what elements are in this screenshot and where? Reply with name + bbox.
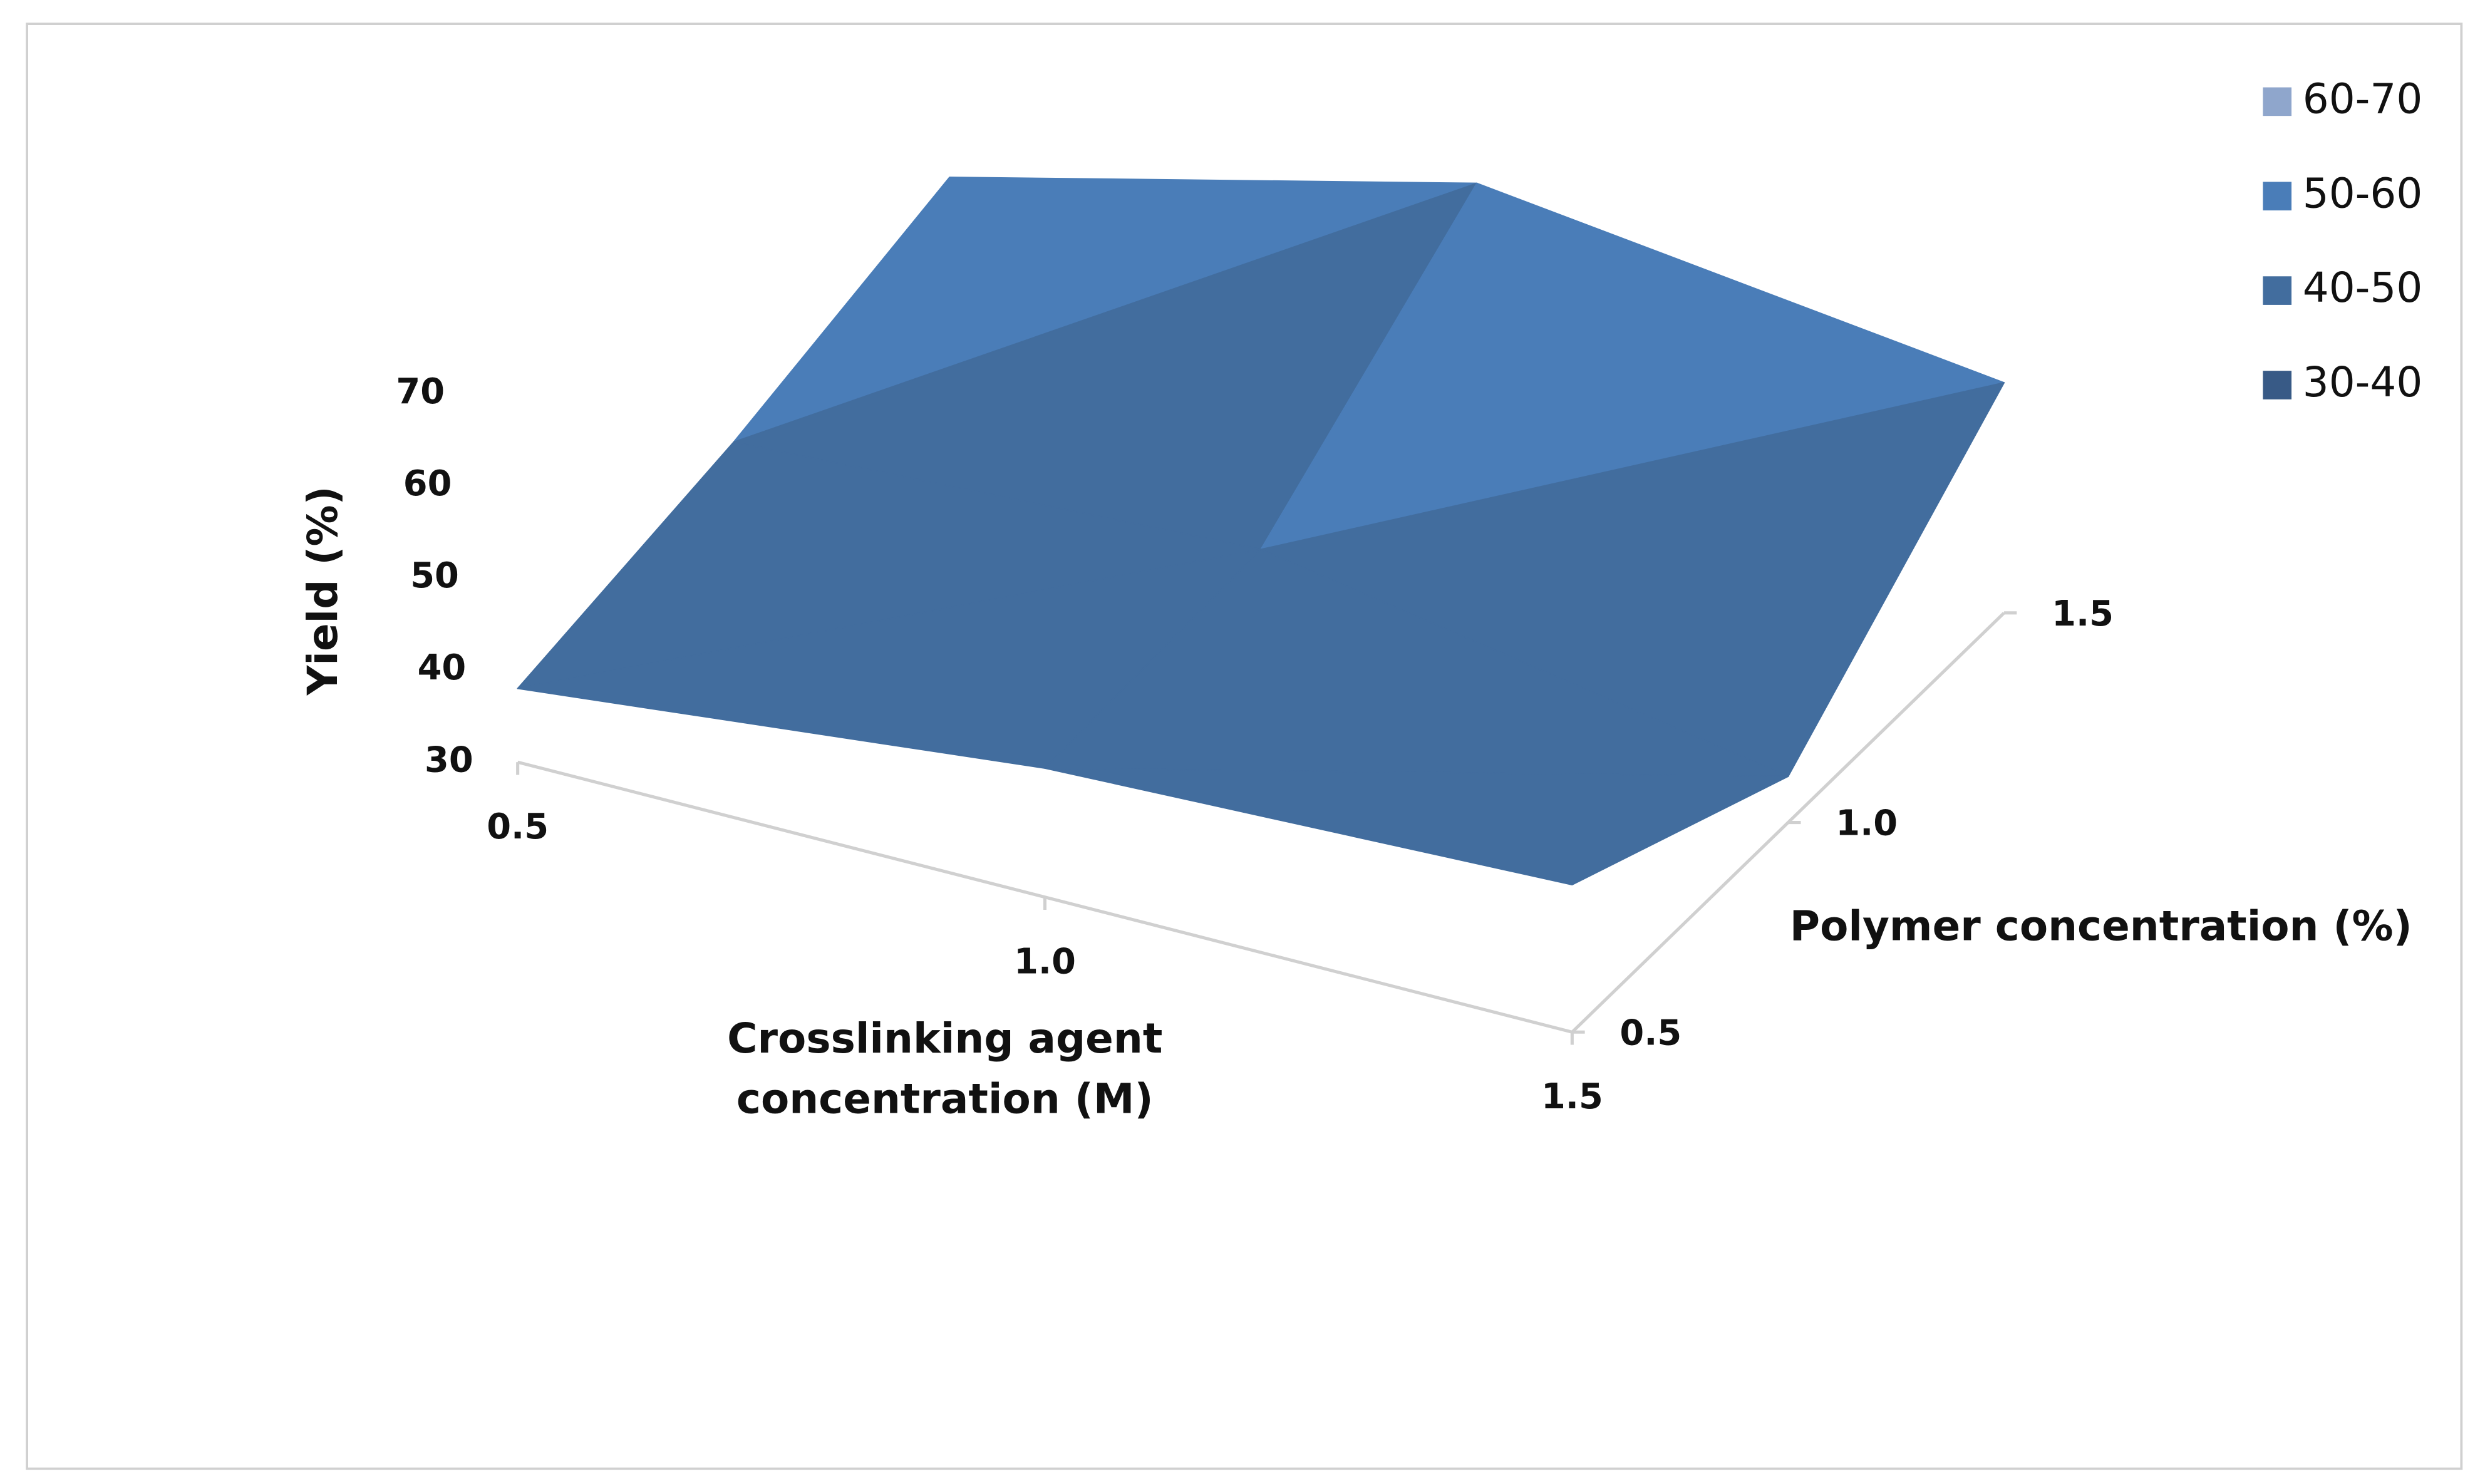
y-axis-title: Polymer concentration (%)	[1790, 902, 2412, 951]
x-tick-label: 1.5	[1541, 1076, 1603, 1117]
z-tick-label: 40	[418, 647, 467, 688]
legend-label: 30-40	[2303, 358, 2423, 406]
surface-facet	[1044, 767, 1789, 885]
legend-swatch	[2263, 182, 2292, 211]
x-axis-title: Crosslinking agent concentration (M)	[727, 1016, 1163, 1125]
z-axis-title: Yield (%)	[299, 486, 347, 696]
z-tick-label: 50	[410, 555, 459, 596]
x-tick-label: 0.5	[487, 806, 549, 847]
y-tick-label: 1.5	[2052, 594, 2114, 634]
legend-label: 60-70	[2303, 75, 2423, 123]
y-tick-label: 1.0	[1836, 803, 1898, 844]
legend-label: 50-60	[2303, 169, 2423, 217]
x-axis-title-box: Crosslinking agent concentration (M)	[727, 1016, 1163, 1125]
x-tick-label: 1.0	[1014, 941, 1076, 982]
legend-label: 40-50	[2303, 264, 2423, 312]
z-tick-label: 30	[425, 739, 473, 780]
legend-swatch	[2263, 276, 2292, 305]
legend-swatch	[2263, 371, 2292, 399]
y-tick-label: 0.5	[1620, 1013, 1682, 1053]
z-tick-label: 60	[403, 463, 452, 504]
z-tick-label: 70	[396, 371, 445, 412]
legend-swatch	[2263, 87, 2292, 116]
